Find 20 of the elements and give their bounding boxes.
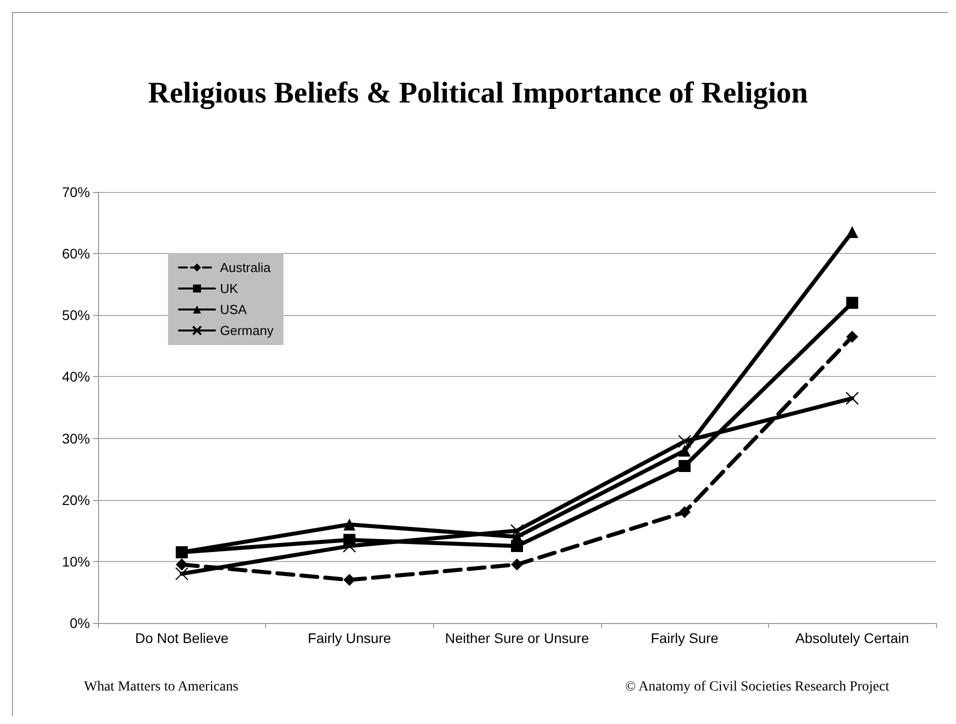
text: © Anatomy of Civil Societies Research Project	[625, 680, 890, 694]
x-tick-label: Fairly Sure	[650, 630, 719, 646]
text: What Matters to Americans	[84, 680, 238, 694]
legend-label: UK	[220, 281, 238, 296]
legend-label: Australia	[220, 260, 272, 275]
y-tick-label: 30%	[62, 430, 90, 446]
x-tick-label: Neither Sure or Unsure	[445, 630, 590, 646]
x-tick-label: Absolutely Certain	[795, 630, 910, 646]
y-tick-label: 10%	[62, 553, 90, 570]
y-tick-label: 60%	[62, 246, 90, 262]
y-tick-label: 50%	[62, 307, 90, 324]
y-tick-label: 0%	[70, 615, 90, 631]
legend-label: USA	[220, 302, 248, 317]
y-tick-label: 70%	[62, 184, 90, 200]
x-tick-label: Do Not Believe	[135, 630, 229, 646]
x-tick-label: Fairly Unsure	[308, 630, 392, 646]
y-tick-label: 20%	[62, 492, 90, 508]
chart-title: Religious Beliefs & Political Importance of Religion	[148, 76, 808, 110]
y-tick-label: 40%	[62, 368, 90, 385]
legend-label: Germany	[220, 323, 274, 338]
